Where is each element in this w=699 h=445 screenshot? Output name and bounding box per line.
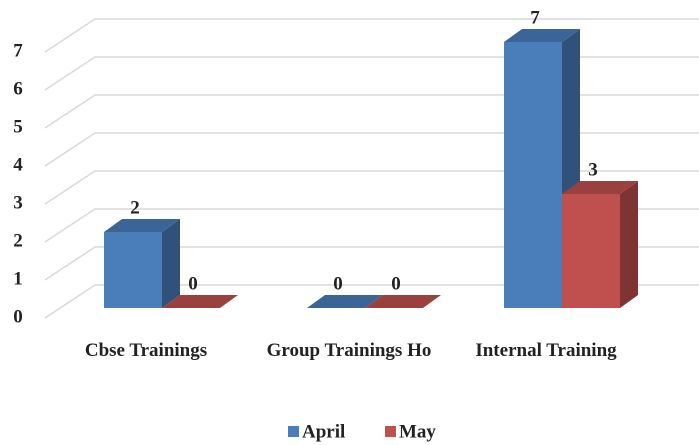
bar bbox=[162, 295, 238, 308]
grid-line bbox=[44, 132, 699, 167]
legend-swatch bbox=[385, 426, 396, 437]
grid-line bbox=[44, 208, 699, 243]
data-label: 0 bbox=[333, 273, 343, 294]
bar-front bbox=[562, 194, 620, 308]
x-tick-label: Cbse Trainings bbox=[84, 340, 208, 361]
grid-line bbox=[44, 18, 699, 53]
bar bbox=[562, 181, 638, 308]
y-tick-label: 7 bbox=[13, 40, 23, 61]
x-tick-label: Internal Training bbox=[475, 340, 617, 361]
data-label: 3 bbox=[588, 159, 598, 180]
bar-front bbox=[104, 232, 162, 308]
bar-top bbox=[562, 181, 638, 194]
grid-line bbox=[44, 56, 699, 91]
data-label: 2 bbox=[130, 197, 140, 218]
data-label: 0 bbox=[391, 273, 401, 294]
legend-label: April bbox=[302, 421, 345, 442]
y-tick-label: 4 bbox=[13, 154, 23, 175]
data-label: 0 bbox=[188, 273, 198, 294]
data-label: 7 bbox=[530, 7, 540, 28]
bar-top bbox=[504, 29, 580, 42]
bar bbox=[104, 219, 180, 308]
grid-line bbox=[44, 246, 699, 281]
legend-label: May bbox=[399, 421, 436, 442]
bar-front bbox=[504, 42, 562, 308]
y-tick-label: 6 bbox=[13, 78, 23, 99]
y-tick-label: 2 bbox=[13, 230, 23, 251]
grid-line bbox=[44, 284, 699, 319]
grid-line bbox=[44, 94, 699, 129]
bar bbox=[307, 295, 383, 308]
y-tick-label: 3 bbox=[13, 192, 23, 213]
y-tick-label: 1 bbox=[13, 268, 23, 289]
bar-top bbox=[365, 295, 441, 308]
bar-side bbox=[620, 181, 638, 308]
bar-top bbox=[104, 219, 180, 232]
bar bbox=[365, 295, 441, 308]
bar-top bbox=[307, 295, 383, 308]
bar-side bbox=[162, 219, 180, 308]
x-tick-label: Group Trainings Ho bbox=[266, 340, 432, 361]
y-tick-label: 5 bbox=[13, 116, 23, 137]
bar-top bbox=[162, 295, 238, 308]
legend-swatch bbox=[288, 426, 299, 437]
y-tick-label: 0 bbox=[13, 306, 23, 327]
grid-line bbox=[44, 170, 699, 205]
